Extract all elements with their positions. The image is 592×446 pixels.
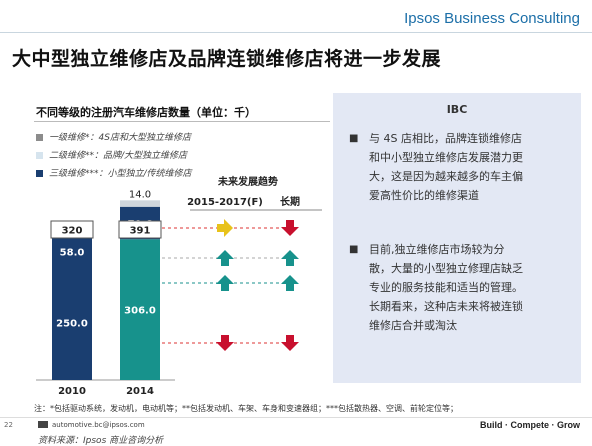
chart-title: 不同等级的注册汽车维修店数量（单位：千）: [36, 106, 256, 119]
ibc-line: 目前,独立维修店市场较为分: [369, 243, 505, 256]
ibc-title: IBC: [446, 103, 468, 116]
footer-divider: [0, 417, 592, 418]
legend-swatch-tier3: [36, 170, 43, 177]
ibc-panel: IBC ■ 与 4S 店相比，品牌连锁维修店 和中小型独立维修店发展潜力更 大，…: [333, 93, 581, 383]
ibc-line: 散，大量的小型独立修理店缺乏: [369, 262, 523, 275]
total-box: [50, 220, 94, 239]
bar-segment: [120, 200, 160, 207]
trend-arrow-long-icon: [281, 335, 299, 351]
trend-arrow-long-icon: [281, 250, 299, 266]
page-title: 大中型独立维修店及品牌连锁维修店将进一步发展: [12, 48, 442, 70]
chart-title-rule: [34, 121, 330, 122]
ibc-bullet-icon: ■: [349, 244, 359, 255]
footnote: 注：*包括驱动系统，发动机，电动机等；**包括发动机、车架、车身和变速器组；**…: [34, 404, 458, 413]
trend-arrow-long-icon: [281, 220, 299, 236]
category-label: 2014: [126, 386, 154, 397]
bar-value-label: 14.0: [129, 189, 151, 200]
trend-arrow-near-icon: [216, 250, 234, 266]
page-number: 22: [4, 421, 13, 429]
header-divider: [0, 32, 592, 33]
brand-logo: Ipsos Business Consulting: [404, 10, 580, 27]
category-label: 2010: [58, 386, 86, 397]
bar-value-label: 306.0: [124, 306, 156, 317]
legend-label-tier2: 二级维修**：品牌/大型独立维修店: [49, 151, 188, 161]
trend-header: 未来发展趋势: [217, 175, 278, 188]
ibc-line: 爱高性价比的维修渠道: [369, 189, 479, 202]
ibc-line: 和中小型独立维修店发展潜力更: [369, 151, 523, 164]
legend-item-tier1: 一级维修*：4S店和大型独立维修店: [36, 130, 191, 143]
trend-arrow-near-icon: [217, 219, 233, 237]
trend-arrow-near-icon: [216, 275, 234, 291]
ibc-line: 维修店合并或淘汰: [369, 319, 457, 332]
ibc-line: 长期看来，这种店未来将被连锁: [369, 300, 523, 313]
ibc-line: 大，这是因为越来越多的车主偏: [369, 170, 523, 183]
legend-swatch-tier1: [36, 134, 43, 141]
ibc-line: 专业的服务技能和适当的管理。: [369, 281, 523, 294]
trend-arrow-near-icon: [216, 335, 234, 351]
ibc-bullet-icon: ■: [349, 133, 359, 144]
legend-swatch-tier2: [36, 152, 43, 159]
mail-icon: [38, 421, 48, 428]
total-label: 391: [130, 226, 151, 237]
trend-column-label: 2015-2017(F): [187, 197, 263, 208]
legend-item-tier3: 三级维修***：小型独立/传统维修店: [36, 166, 192, 179]
legend-item-tier2: 二级维修**：品牌/大型独立维修店: [36, 148, 187, 161]
tagline: Build · Compete · Grow: [480, 420, 580, 430]
legend-label-tier1: 一级维修*：4S店和大型独立维修店: [49, 133, 191, 143]
trend-column-label: 长期: [280, 195, 300, 208]
bar-value-label: 250.0: [56, 319, 88, 330]
ibc-point-1: 与 4S 店相比，品牌连锁维修店 和中小型独立维修店发展潜力更 大，这是因为越来…: [369, 129, 565, 205]
bar-segment: [52, 265, 92, 380]
bar-segment: [52, 238, 92, 265]
trend-arrow-long-icon: [281, 275, 299, 291]
legend-label-tier3: 三级维修***：小型独立/传统维修店: [49, 169, 192, 179]
bar-value-label: 58.0: [60, 248, 85, 259]
contact-email[interactable]: automotive.bc@ipsos.com: [52, 421, 145, 429]
total-box: [118, 220, 162, 239]
total-label: 320: [62, 226, 83, 237]
source-note: 资料来源：Ipsos 商业咨询分析: [38, 436, 164, 446]
bar-segment: [120, 239, 160, 380]
ibc-line: 与 4S 店相比，品牌连锁维修店: [369, 132, 522, 145]
ibc-point-2: 目前,独立维修店市场较为分 散，大量的小型独立修理店缺乏 专业的服务技能和适当的…: [369, 240, 565, 335]
